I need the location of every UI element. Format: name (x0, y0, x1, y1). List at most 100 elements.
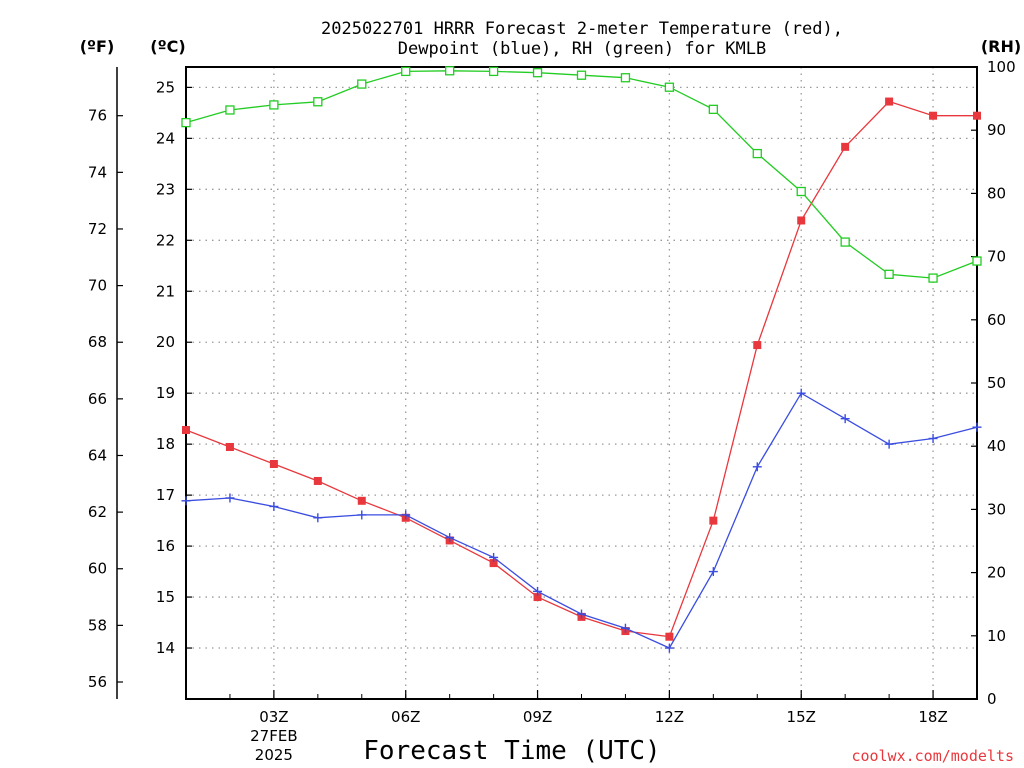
rh-tick-label: 10 (987, 627, 1006, 645)
fahrenheit-tick-label: 58 (88, 616, 107, 634)
celsius-tick-label: 15 (156, 588, 175, 606)
celsius-tick-label: 14 (156, 639, 175, 657)
temperature-point (489, 559, 498, 568)
dewpoint-point (928, 433, 938, 443)
x-tick-label: 03Z (259, 708, 288, 726)
x-year-label: 2025 (255, 746, 293, 764)
rh-point (225, 105, 235, 115)
rh-point (488, 66, 499, 77)
temperature-point (929, 111, 938, 120)
plot-frame (185, 66, 978, 700)
rh-point (796, 186, 806, 197)
dewpoint-point (752, 462, 762, 472)
fahrenheit-tick-label: 76 (88, 107, 107, 125)
dewpoint-point (664, 643, 674, 653)
rh-tick-label: 80 (987, 184, 1006, 202)
dewpoint-point (796, 388, 806, 398)
dewpoint-point (269, 501, 279, 511)
fahrenheit-tick-label: 68 (88, 333, 107, 351)
rh-tick-label: 100 (987, 58, 1016, 76)
dewpoint-point (357, 510, 367, 520)
rh-tick-label: 40 (987, 437, 1006, 455)
fahrenheit-tick-label: 66 (88, 390, 107, 408)
rh-tick-label: 30 (987, 500, 1006, 518)
chart-title-line-1: 2025022701 HRRR Forecast 2-meter Tempera… (321, 19, 843, 39)
dewpoint-point (489, 552, 499, 562)
dewpoint-point (445, 533, 455, 543)
axes: 56 58 60 62 64 66 68 70 72 74 76 14 15 16 17 18 19 20 21 22… (88, 58, 1016, 764)
x-tick-label: 12Z (655, 708, 684, 726)
dewpoint-point (401, 510, 411, 520)
rh-tick-label: 70 (987, 248, 1006, 266)
rh-tick-label: 90 (987, 121, 1006, 139)
rh-point (269, 100, 279, 110)
rh-point (664, 82, 675, 92)
rh-line (185, 70, 978, 279)
x-tick-label: 06Z (391, 708, 420, 726)
celsius-tick-label: 21 (156, 282, 175, 300)
celsius-tick-label: 24 (156, 129, 175, 147)
dewpoint-point (840, 414, 850, 424)
rh-point (972, 256, 982, 266)
celsius-tick-label: 16 (156, 537, 175, 555)
rh-point (532, 68, 543, 78)
dewpoint-point (972, 422, 982, 432)
temperature-point (665, 632, 674, 641)
x-date-label: 27FEB (250, 727, 297, 745)
fahrenheit-tick-label: 64 (88, 446, 107, 464)
temperature-line (185, 100, 977, 638)
chart-title-line-2: Dewpoint (blue), RH (green) for KMLB (398, 39, 766, 59)
celsius-tick-label: 17 (156, 486, 175, 504)
rh-point (445, 66, 455, 76)
rh-axis-unit: (RH) (981, 37, 1021, 56)
rh-point (576, 70, 587, 80)
celsius-tick-label: 22 (156, 231, 175, 249)
temperature-point (357, 496, 366, 505)
dewpoint-point (225, 493, 235, 503)
celsius-axis-unit: (ºC) (150, 37, 185, 56)
temperature-point (709, 516, 718, 525)
rh-point (620, 73, 631, 83)
temperature-point (182, 426, 190, 435)
x-axis-label: Forecast Time (UTC) (363, 736, 660, 766)
rh-point (840, 237, 850, 247)
rh-tick-label: 50 (987, 374, 1006, 392)
temperature-point (797, 216, 806, 225)
grid-lines (186, 67, 977, 699)
temperature-point (225, 442, 234, 451)
rh-point (181, 117, 191, 128)
temperature-point (753, 341, 762, 350)
rh-tick-label: 60 (987, 311, 1006, 329)
x-tick-label: 09Z (523, 708, 552, 726)
dewpoint-point (884, 439, 894, 449)
celsius-tick-label: 23 (156, 180, 175, 198)
x-tick-label: 18Z (918, 708, 947, 726)
rh-point (752, 148, 762, 159)
rh-tick-label: 20 (987, 564, 1006, 582)
fahrenheit-tick-label: 62 (88, 503, 107, 521)
dewpoint-point (533, 586, 543, 596)
fahrenheit-tick-label: 70 (88, 277, 107, 295)
x-tick-label: 15Z (787, 708, 816, 726)
temperature-point (841, 142, 850, 151)
temperature-point (269, 459, 278, 468)
dewpoint-point (313, 513, 323, 523)
dewpoint-point (577, 609, 586, 619)
dewpoint-point (708, 567, 718, 577)
rh-point (928, 273, 938, 283)
fahrenheit-tick-label: 56 (88, 673, 107, 691)
rh-point (401, 66, 411, 77)
fahrenheit-tick-label: 60 (88, 560, 107, 578)
celsius-tick-label: 19 (156, 384, 175, 402)
data-series (181, 66, 982, 653)
dewpoint-point (181, 496, 191, 506)
rh-point (313, 97, 323, 107)
fahrenheit-tick-label: 74 (88, 163, 107, 181)
rh-point (708, 104, 718, 114)
fahrenheit-axis-unit: (ºF) (80, 37, 115, 56)
celsius-tick-label: 20 (156, 333, 175, 351)
celsius-tick-label: 25 (156, 78, 175, 96)
temperature-point (533, 593, 542, 602)
temperature-point (885, 97, 894, 106)
